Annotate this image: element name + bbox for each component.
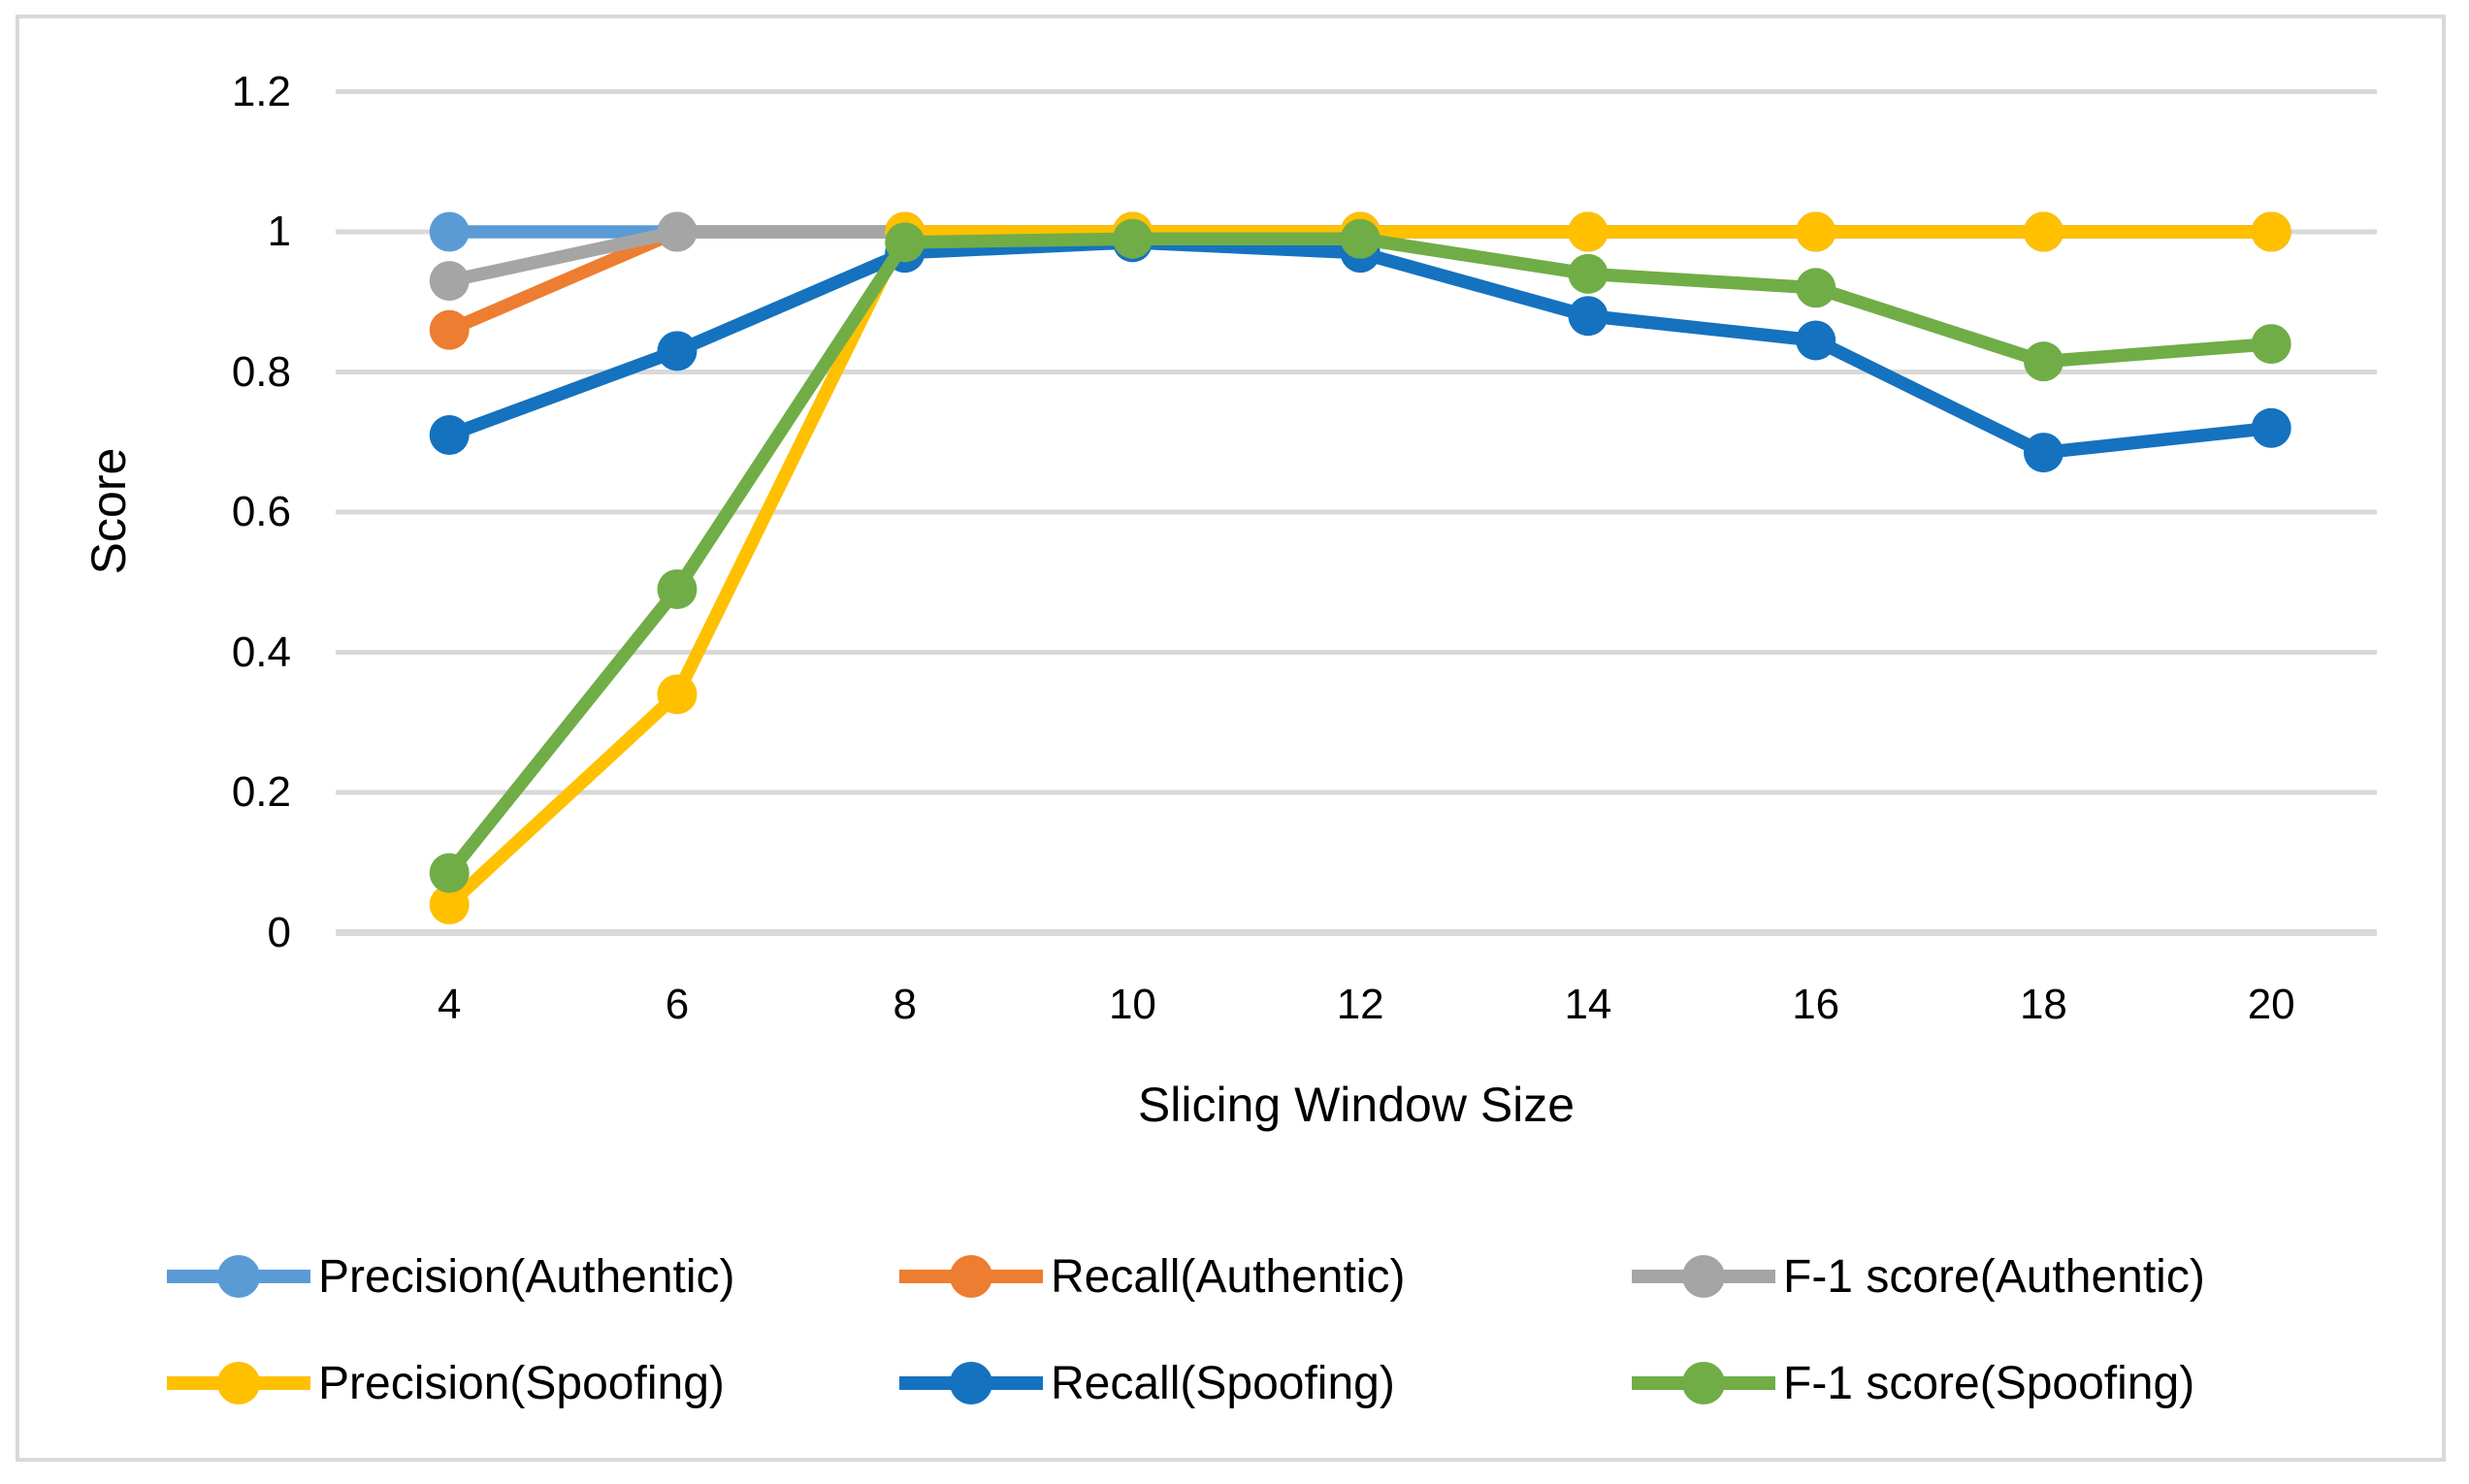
legend-item-recall-spoofing: Recall(Spoofing) xyxy=(897,1351,1395,1415)
data-point-marker xyxy=(657,211,698,252)
legend-item-label: F-1 score(Spoofing) xyxy=(1783,1357,2195,1409)
data-point-marker xyxy=(1796,320,1836,361)
y-tick-label: 1 xyxy=(267,208,291,255)
y-tick-label: 0.6 xyxy=(231,488,291,535)
legend-line-marker-icon xyxy=(899,1362,1043,1404)
legend-item-recall-authentic: Recall(Authentic) xyxy=(897,1244,1405,1308)
x-axis-title: Slicing Window Size xyxy=(1137,1078,1576,1132)
series-f-1-score-spoofing xyxy=(429,218,2291,893)
chart-frame xyxy=(16,15,2446,1462)
legend-line-marker-icon xyxy=(167,1255,310,1298)
data-point-marker xyxy=(657,568,698,609)
y-tick-label: 0 xyxy=(267,908,291,956)
legend-item-label: Recall(Spoofing) xyxy=(1051,1357,1395,1409)
data-point-marker xyxy=(2251,407,2291,448)
data-point-marker xyxy=(429,415,470,456)
legend-item-precision-spoofing: Precision(Spoofing) xyxy=(165,1351,725,1415)
data-point-marker xyxy=(657,331,698,371)
legend-item-label: Recall(Authentic) xyxy=(1051,1250,1406,1303)
data-point-marker xyxy=(1796,211,1836,252)
data-point-marker xyxy=(429,885,470,925)
x-tick-label: 16 xyxy=(1792,981,1840,1028)
x-tick-label: 20 xyxy=(2247,981,2295,1028)
legend-line-marker-icon xyxy=(1632,1255,1775,1298)
data-point-marker xyxy=(429,853,470,893)
y-tick-label: 1.2 xyxy=(231,67,291,115)
legend-item-f-1-score-authentic: F-1 score(Authentic) xyxy=(1630,1244,2205,1308)
data-point-marker xyxy=(1568,296,1608,337)
legend-item-precision-authentic: Precision(Authentic) xyxy=(165,1244,735,1308)
data-point-marker xyxy=(2023,433,2063,473)
data-point-marker xyxy=(429,211,470,252)
legend-line-marker-icon xyxy=(167,1362,310,1404)
legend-item-f-1-score-spoofing: F-1 score(Spoofing) xyxy=(1630,1351,2194,1415)
data-point-marker xyxy=(1112,218,1153,259)
x-tick-label: 18 xyxy=(2019,981,2067,1028)
y-tick-label: 0.2 xyxy=(231,768,291,816)
data-point-marker xyxy=(2251,324,2291,365)
x-tick-label: 6 xyxy=(665,981,690,1028)
y-axis-title: Score xyxy=(81,447,136,575)
x-tick-label: 14 xyxy=(1564,981,1612,1028)
series-precision-spoofing xyxy=(429,211,2291,925)
data-point-marker xyxy=(885,222,926,263)
legend-line-marker-icon xyxy=(899,1255,1043,1298)
data-point-marker xyxy=(2023,341,2063,382)
data-point-marker xyxy=(429,309,470,350)
data-point-marker xyxy=(1568,253,1608,294)
data-point-marker xyxy=(429,261,470,302)
y-tick-label: 0.4 xyxy=(231,628,291,676)
x-tick-label: 10 xyxy=(1108,981,1156,1028)
x-tick-label: 4 xyxy=(437,981,462,1028)
data-point-marker xyxy=(1568,211,1608,252)
legend-item-label: Precision(Spoofing) xyxy=(318,1357,725,1409)
legend-line-marker-icon xyxy=(1632,1362,1775,1404)
data-point-marker xyxy=(1796,268,1836,308)
data-point-marker xyxy=(1340,218,1381,259)
data-point-marker xyxy=(657,674,698,715)
data-point-marker xyxy=(2023,211,2063,252)
data-point-marker xyxy=(2251,211,2291,252)
x-tick-label: 12 xyxy=(1336,981,1384,1028)
y-tick-label: 0.8 xyxy=(231,347,291,396)
legend-item-label: F-1 score(Authentic) xyxy=(1783,1250,2205,1303)
x-tick-label: 8 xyxy=(893,981,917,1028)
legend-item-label: Precision(Authentic) xyxy=(318,1250,735,1303)
